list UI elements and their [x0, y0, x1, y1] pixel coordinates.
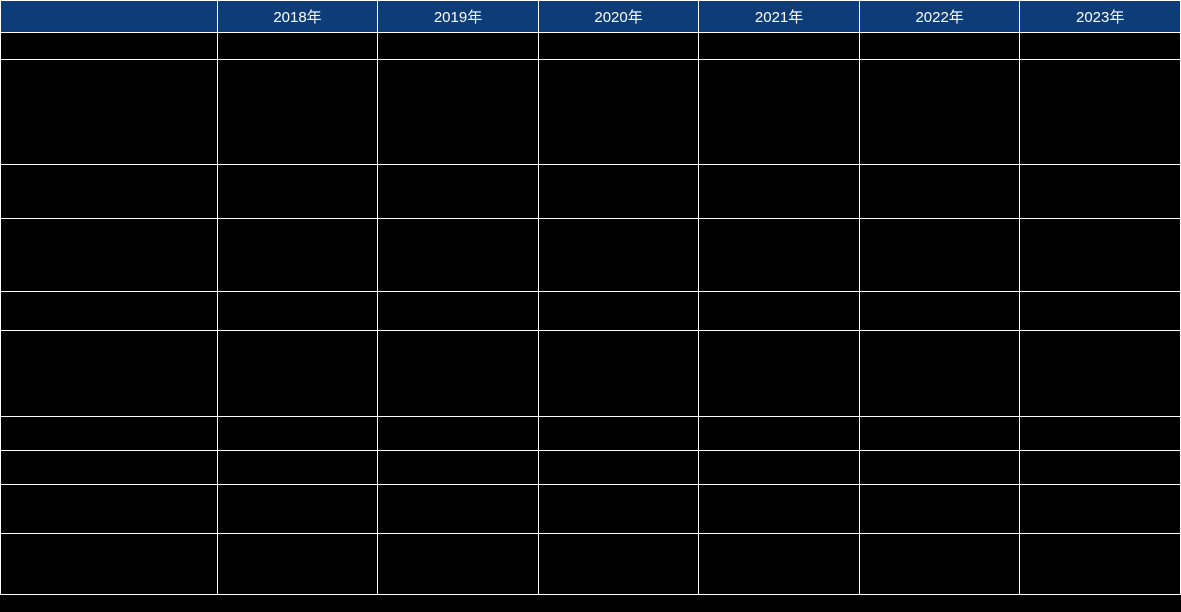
header-2019: 2019年 [378, 1, 539, 33]
cell [217, 59, 378, 164]
cell [699, 292, 860, 331]
cell [538, 416, 699, 450]
cell [859, 485, 1020, 534]
header-2021: 2021年 [699, 1, 860, 33]
table-row [1, 33, 1181, 60]
cell [859, 331, 1020, 417]
cell [538, 292, 699, 331]
cell [699, 218, 860, 291]
cell [1020, 165, 1181, 219]
cell [699, 534, 860, 595]
cell [538, 33, 699, 60]
cell [1020, 292, 1181, 331]
cell-label [1, 451, 218, 485]
cell [538, 218, 699, 291]
cell [217, 331, 378, 417]
cell [378, 292, 539, 331]
cell [538, 331, 699, 417]
table-header-row: 2018年 2019年 2020年 2021年 2022年 2023年 [1, 1, 1181, 33]
cell [378, 451, 539, 485]
cell [378, 485, 539, 534]
cell [378, 416, 539, 450]
table-row [1, 218, 1181, 291]
cell-label [1, 534, 218, 595]
table-row [1, 451, 1181, 485]
cell-label [1, 416, 218, 450]
cell [217, 165, 378, 219]
cell [859, 33, 1020, 60]
cell [378, 165, 539, 219]
cell-label [1, 292, 218, 331]
cell [859, 451, 1020, 485]
cell-label [1, 218, 218, 291]
cell [859, 59, 1020, 164]
cell [859, 292, 1020, 331]
header-2018: 2018年 [217, 1, 378, 33]
cell [538, 59, 699, 164]
cell [217, 485, 378, 534]
table-row [1, 416, 1181, 450]
cell [217, 534, 378, 595]
table-row [1, 485, 1181, 534]
header-2022: 2022年 [859, 1, 1020, 33]
cell [1020, 451, 1181, 485]
cell [699, 416, 860, 450]
cell [699, 451, 860, 485]
cell [217, 451, 378, 485]
cell [217, 416, 378, 450]
cell [538, 534, 699, 595]
header-2023: 2023年 [1020, 1, 1181, 33]
table-row [1, 165, 1181, 219]
table-footer [1, 595, 1181, 612]
cell [378, 59, 539, 164]
table-row [1, 534, 1181, 595]
cell [1020, 331, 1181, 417]
cell [538, 485, 699, 534]
cell-label [1, 59, 218, 164]
table-row [1, 292, 1181, 331]
cell [378, 33, 539, 60]
cell [1020, 218, 1181, 291]
cell [1020, 416, 1181, 450]
cell [217, 218, 378, 291]
cell [699, 33, 860, 60]
cell [1020, 485, 1181, 534]
cell [378, 331, 539, 417]
data-table: 2018年 2019年 2020年 2021年 2022年 2023年 [0, 0, 1181, 612]
cell [859, 218, 1020, 291]
cell [699, 485, 860, 534]
table-row [1, 331, 1181, 417]
cell-label [1, 331, 218, 417]
cell [859, 165, 1020, 219]
cell [378, 218, 539, 291]
header-blank [1, 1, 218, 33]
header-2020: 2020年 [538, 1, 699, 33]
cell [1020, 33, 1181, 60]
table-row [1, 59, 1181, 164]
cell-label [1, 485, 218, 534]
cell [859, 416, 1020, 450]
cell [217, 33, 378, 60]
cell [1020, 534, 1181, 595]
cell [859, 534, 1020, 595]
cell [378, 534, 539, 595]
cell [217, 292, 378, 331]
cell [538, 165, 699, 219]
cell-label [1, 165, 218, 219]
cell [538, 451, 699, 485]
cell-label [1, 33, 218, 60]
cell [699, 331, 860, 417]
cell [699, 165, 860, 219]
cell [699, 59, 860, 164]
cell [1020, 59, 1181, 164]
